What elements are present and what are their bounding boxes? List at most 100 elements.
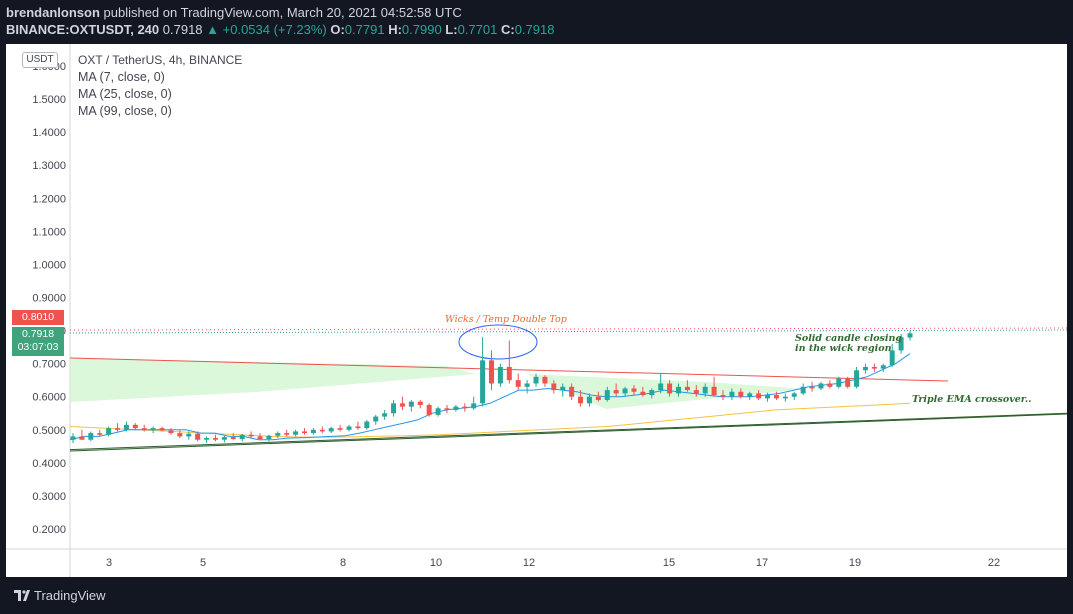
candle[interactable] xyxy=(302,428,308,435)
annotation-solid-1[interactable]: Solid candle closing xyxy=(795,333,903,344)
candle[interactable] xyxy=(515,373,521,391)
currency-badge[interactable]: USDT xyxy=(22,52,58,68)
candle[interactable] xyxy=(622,386,628,397)
candle[interactable] xyxy=(373,414,379,425)
candle[interactable] xyxy=(702,383,708,397)
chart-canvas[interactable]: 0.2000 0.3000 0.4000 0.5000 0.6000 0.7000 0.80… xyxy=(6,44,1067,577)
candle[interactable] xyxy=(756,390,762,401)
candle[interactable] xyxy=(871,363,877,372)
candle[interactable] xyxy=(773,391,779,401)
wicks-ellipse[interactable] xyxy=(458,324,538,360)
candle[interactable] xyxy=(88,431,94,442)
candle[interactable] xyxy=(79,429,85,440)
candle[interactable] xyxy=(827,380,833,389)
candle[interactable] xyxy=(141,424,147,432)
candle[interactable] xyxy=(613,383,619,397)
candle[interactable] xyxy=(649,388,655,399)
candle[interactable] xyxy=(319,426,325,434)
candle[interactable] xyxy=(747,391,753,401)
chart-pane[interactable]: 0.2000 0.3000 0.4000 0.5000 0.6000 0.7000 0.80… xyxy=(6,44,1067,577)
candle[interactable] xyxy=(221,435,227,443)
candle[interactable] xyxy=(337,424,343,432)
candle[interactable] xyxy=(355,421,361,430)
candle[interactable] xyxy=(230,433,236,440)
candle[interactable] xyxy=(675,383,681,397)
candle[interactable] xyxy=(809,381,815,392)
candle[interactable] xyxy=(693,385,699,397)
candle[interactable] xyxy=(542,375,548,387)
candle[interactable] xyxy=(150,426,156,434)
candle[interactable] xyxy=(782,393,788,402)
candle[interactable] xyxy=(293,429,299,437)
candle[interactable] xyxy=(658,373,664,394)
candle[interactable] xyxy=(426,403,432,417)
legend-ma99[interactable]: MA (99, close, 0) xyxy=(78,104,172,118)
candle[interactable] xyxy=(595,391,601,402)
candle[interactable] xyxy=(569,383,575,401)
candle[interactable] xyxy=(578,390,584,407)
candle[interactable] xyxy=(382,409,388,420)
candle[interactable] xyxy=(854,366,860,389)
candle[interactable] xyxy=(248,431,254,439)
candle[interactable] xyxy=(800,383,806,396)
candle[interactable] xyxy=(862,363,868,374)
candle[interactable] xyxy=(791,391,797,401)
tradingview-brand[interactable]: TradingView xyxy=(34,588,106,603)
candle[interactable] xyxy=(212,434,218,442)
candle[interactable] xyxy=(551,380,557,394)
candle[interactable] xyxy=(399,396,405,410)
candle[interactable] xyxy=(435,406,441,417)
candle[interactable] xyxy=(765,392,771,402)
candle[interactable] xyxy=(186,431,192,440)
candle[interactable] xyxy=(106,426,112,437)
annotation-ema[interactable]: Triple EMA crossover.. xyxy=(912,394,1032,405)
candle[interactable] xyxy=(159,426,165,432)
candle[interactable] xyxy=(524,380,530,394)
legend-ma7[interactable]: MA (7, close, 0) xyxy=(78,70,165,84)
time-axis[interactable]: 3 5 8 10 12 15 17 19 22 xyxy=(106,557,1000,569)
candle[interactable] xyxy=(720,390,726,401)
candle[interactable] xyxy=(168,428,174,435)
candle[interactable] xyxy=(310,428,316,435)
candle[interactable] xyxy=(497,363,503,387)
candle[interactable] xyxy=(667,380,673,397)
candle[interactable] xyxy=(266,434,272,442)
publisher-username[interactable]: brendanlonson xyxy=(6,5,100,20)
support-trendline[interactable] xyxy=(69,413,1067,452)
annotation-wicks[interactable]: Wicks / Temp Double Top xyxy=(445,314,567,325)
candle[interactable] xyxy=(586,393,592,407)
candle[interactable] xyxy=(880,363,886,372)
chart-legend-title[interactable]: OXT / TetherUS, 4h, BINANCE xyxy=(78,53,243,67)
candle[interactable] xyxy=(729,388,735,401)
candle[interactable] xyxy=(898,333,904,354)
candle[interactable] xyxy=(275,431,281,439)
candle[interactable] xyxy=(132,423,138,430)
candle[interactable] xyxy=(346,424,352,432)
candle[interactable] xyxy=(711,376,717,397)
candle[interactable] xyxy=(489,350,494,391)
candle[interactable] xyxy=(115,423,121,432)
candle[interactable] xyxy=(328,426,334,434)
candle[interactable] xyxy=(417,400,423,409)
candle[interactable] xyxy=(480,337,486,407)
candle[interactable] xyxy=(845,376,851,389)
price-axis[interactable]: 0.20000.30000.40000.50000.60000.70000.80… xyxy=(32,61,66,536)
candle[interactable] xyxy=(408,400,414,412)
candle[interactable] xyxy=(123,421,129,432)
candle[interactable] xyxy=(444,404,450,414)
candle[interactable] xyxy=(239,433,245,442)
candle[interactable] xyxy=(462,403,468,412)
candle[interactable] xyxy=(391,400,397,417)
candle[interactable] xyxy=(97,429,103,437)
candle[interactable] xyxy=(177,429,183,439)
candle[interactable] xyxy=(195,431,201,442)
candle[interactable] xyxy=(284,429,290,437)
candle[interactable] xyxy=(257,433,263,441)
candle[interactable] xyxy=(889,343,895,367)
candle[interactable] xyxy=(604,386,610,402)
candles-group[interactable] xyxy=(70,330,913,444)
candle[interactable] xyxy=(70,433,76,444)
annotation-solid-2[interactable]: in the wick region xyxy=(795,343,892,354)
legend-ma25[interactable]: MA (25, close, 0) xyxy=(78,87,172,101)
candle[interactable] xyxy=(204,436,210,444)
